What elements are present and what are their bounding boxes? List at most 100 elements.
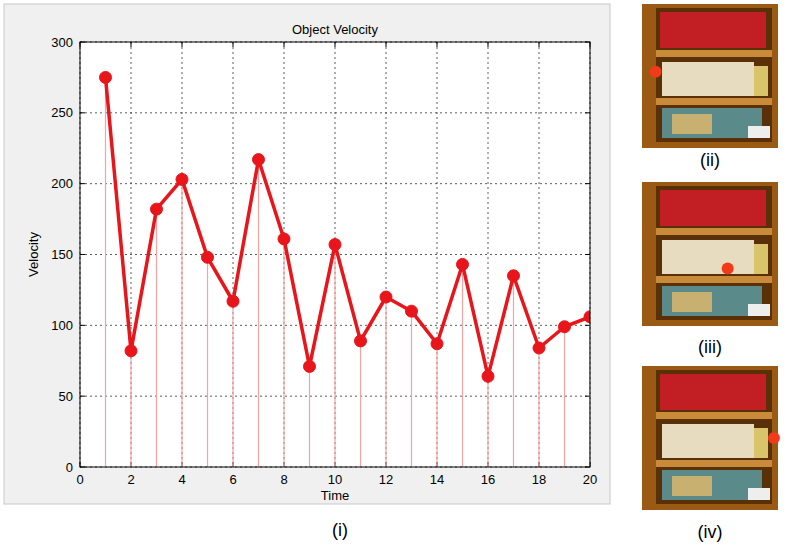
tick	[80, 254, 85, 255]
stem	[309, 366, 310, 467]
stem	[385, 297, 386, 467]
tick	[585, 254, 590, 255]
panel-label: (iv)	[698, 522, 723, 542]
shelf-back	[656, 186, 772, 320]
marker	[559, 321, 571, 333]
x-axis-title: Time	[321, 488, 349, 503]
tracked-object	[650, 66, 662, 78]
tick	[437, 42, 438, 47]
marker	[151, 203, 163, 215]
photo-frame	[642, 182, 778, 326]
tick	[284, 42, 285, 47]
panel-label: (ii)	[700, 150, 720, 170]
shelf-back	[656, 370, 772, 504]
stem	[513, 276, 514, 467]
books-red	[660, 12, 766, 48]
marker	[278, 233, 290, 245]
stem	[462, 264, 463, 467]
stem	[360, 341, 361, 467]
marker	[176, 173, 188, 185]
y-tick-label: 200	[51, 176, 73, 191]
marker	[253, 154, 265, 166]
books-yellow	[754, 244, 768, 274]
marker	[100, 71, 112, 83]
shelf	[656, 460, 772, 467]
marker	[431, 338, 443, 350]
data-group	[100, 71, 591, 467]
books-yellow	[754, 428, 768, 458]
stem	[207, 257, 208, 467]
series-line	[106, 77, 591, 376]
stem	[181, 179, 182, 467]
stem	[334, 245, 335, 467]
shelf	[656, 412, 772, 419]
marker	[380, 291, 392, 303]
tick	[80, 325, 85, 326]
marker	[202, 251, 214, 263]
grid	[80, 42, 590, 467]
tick	[386, 42, 387, 47]
stem	[411, 311, 412, 467]
y-tick-label: 100	[51, 318, 73, 333]
stem	[564, 327, 565, 467]
shelf	[656, 228, 772, 235]
books-mixed	[662, 286, 762, 316]
panel-label: (iii)	[698, 337, 722, 357]
books-light	[662, 240, 754, 274]
photo	[642, 182, 778, 326]
books-mixed	[662, 108, 762, 138]
books-mixed	[672, 476, 712, 496]
books-light	[662, 62, 754, 96]
shelf	[656, 276, 772, 283]
marker	[125, 345, 137, 357]
figure: 02468101214161820050100150200250300Objec…	[0, 0, 804, 548]
stem	[283, 239, 284, 467]
marker	[584, 311, 590, 323]
plot-frame	[80, 42, 590, 467]
x-tick-label: 12	[379, 472, 393, 487]
y-axis-title: Velocity	[26, 232, 41, 277]
books-light	[662, 424, 754, 458]
grid-line	[539, 42, 540, 467]
x-tick-label: 10	[328, 472, 342, 487]
stem	[130, 351, 131, 467]
tracked-object	[722, 262, 734, 274]
stem	[156, 209, 157, 467]
figure-background	[4, 4, 610, 504]
marker	[508, 270, 520, 282]
photo	[642, 366, 780, 510]
tracked-object	[768, 432, 780, 444]
y-tick-label: 0	[66, 460, 73, 475]
panel-label: (i)	[332, 520, 348, 540]
tick	[335, 42, 336, 47]
photo-frame	[642, 4, 778, 148]
x-tick-label: 18	[532, 472, 546, 487]
x-tick-label: 6	[229, 472, 236, 487]
stem	[258, 160, 259, 467]
tick	[585, 396, 590, 397]
marker	[355, 335, 367, 347]
chart-title: Object Velocity	[292, 22, 378, 37]
tick	[585, 183, 590, 184]
books-mixed	[662, 470, 762, 500]
grid-line	[80, 183, 590, 184]
x-tick-label: 8	[280, 472, 287, 487]
books-mixed	[672, 114, 712, 134]
marker	[482, 370, 494, 382]
x-tick-label: 14	[430, 472, 444, 487]
tick	[80, 396, 85, 397]
tick	[488, 42, 489, 47]
stem	[436, 344, 437, 467]
x-tick-label: 4	[178, 472, 185, 487]
tick	[182, 42, 183, 47]
grid-line	[488, 42, 489, 467]
shelf	[656, 50, 772, 57]
tick	[585, 112, 590, 113]
stem	[487, 376, 488, 467]
books-yellow	[754, 66, 768, 96]
x-tick-label: 20	[583, 472, 597, 487]
grid-line	[80, 112, 590, 113]
tick	[80, 183, 85, 184]
plot-area	[80, 42, 590, 467]
y-tick-label: 300	[51, 35, 73, 50]
